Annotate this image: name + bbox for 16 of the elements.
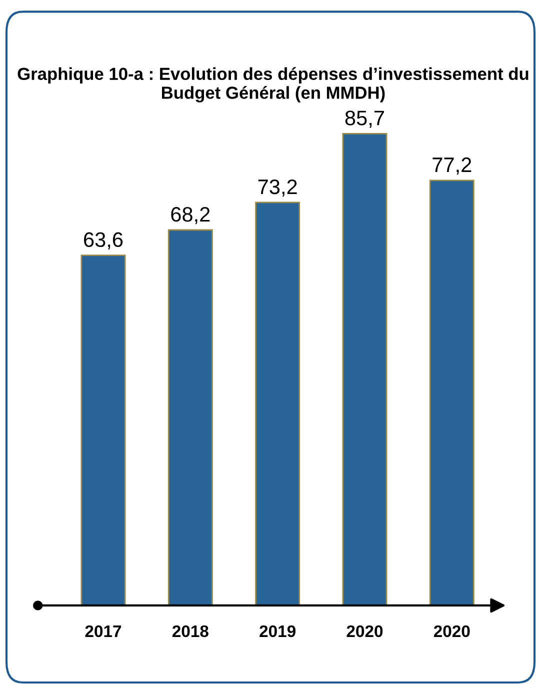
chart-title: Graphique 10-a : Evolution des dépenses d’investissement du Budget Général (en MMDH): [18, 67, 528, 102]
x-tick-label: 2020: [434, 625, 470, 638]
bar: [80, 254, 126, 606]
bar: [429, 180, 474, 606]
data-label: 63,6: [84, 232, 123, 250]
x-tick-label: 2020: [346, 625, 383, 638]
x-tick-label: 2018: [172, 625, 208, 638]
bar: [342, 132, 388, 606]
data-label: 85,7: [345, 110, 384, 128]
x-tick-label: 2019: [260, 625, 296, 638]
data-label: 73,2: [258, 179, 297, 197]
bar: [255, 202, 300, 606]
data-label: 68,2: [171, 206, 210, 224]
data-label: 77,2: [432, 157, 472, 175]
bar: [168, 229, 213, 606]
x-tick-label: 2017: [85, 625, 122, 638]
